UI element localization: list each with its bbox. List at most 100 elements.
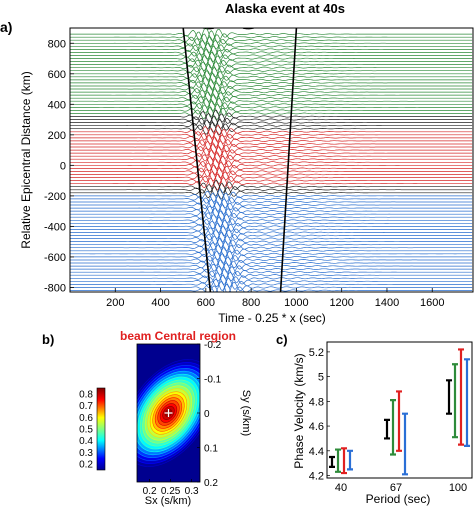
seismogram-trace — [70, 63, 473, 78]
panel-c-y-axis: 5.2 5 4.8 4.6 4.4 4.2 — [309, 347, 330, 483]
seismogram-trace — [70, 192, 473, 207]
panel-a-x-axis: 200 400 600 800 1000 1200 1400 1600 — [106, 288, 444, 309]
y-tick-label: 0 — [204, 409, 210, 420]
y-tick-label: 4.4 — [309, 446, 324, 458]
y-tick-label: 400 — [48, 99, 66, 111]
phase-velocity-errorbar — [402, 412, 408, 476]
beam-contours — [137, 359, 200, 467]
phase-velocity-errorbar — [335, 448, 341, 473]
seismogram-trace — [70, 51, 473, 66]
seismogram-trace — [70, 42, 473, 56]
phase-velocity-errorbar — [329, 455, 335, 468]
panel-c-frame — [326, 341, 473, 479]
seismogram-trace — [70, 256, 473, 270]
y-tick-label: 5 — [318, 372, 324, 384]
x-tick-label: 1200 — [329, 297, 353, 309]
seismogram-trace — [70, 161, 473, 176]
seismogram-trace — [70, 134, 473, 149]
x-tick-label: 1400 — [375, 297, 399, 309]
y-tick-label: 0.1 — [204, 444, 218, 455]
y-tick-label: 4.2 — [309, 471, 324, 483]
seismogram-trace — [70, 241, 473, 255]
seismogram-trace — [70, 247, 473, 261]
seismogram-trace — [70, 72, 473, 87]
seismogram-trace — [70, 195, 473, 209]
seismogram-trace — [70, 253, 473, 267]
seismogram-trace — [70, 225, 473, 240]
seismogram-trace — [70, 103, 473, 118]
phase-velocity-errorbar — [390, 399, 396, 456]
panel-c-x-axis: 40 67 100 — [335, 482, 467, 494]
seismogram-trace — [70, 121, 473, 136]
x-tick-label: 600 — [197, 297, 215, 309]
colorbar-tick-label: 0.2 — [79, 460, 93, 471]
seismogram-trace — [70, 115, 473, 130]
panel-c-label: c) — [276, 332, 288, 347]
y-tick-label: -800 — [44, 282, 66, 294]
seismogram-trace — [70, 100, 473, 115]
panel-b-title: beam Central region — [120, 329, 236, 343]
x-tick-label: 0.3 — [185, 486, 199, 497]
colorbar — [96, 387, 106, 471]
seismogram-trace — [70, 173, 473, 188]
phase-velocity-errorbar — [464, 358, 470, 447]
seismogram-trace — [70, 219, 473, 234]
phase-velocity-errorbar — [347, 449, 353, 471]
x-tick-label: 1600 — [420, 297, 444, 309]
seismogram-trace — [70, 201, 473, 215]
x-tick-label: 200 — [106, 297, 124, 309]
seismogram-trace — [70, 182, 473, 197]
y-tick-label: -600 — [44, 252, 66, 264]
panel-a-x-label: Time - 0.25 * x (sec) — [218, 311, 326, 325]
seismogram-trace — [70, 198, 473, 212]
seismogram-trace — [70, 28, 473, 41]
panel-a: a) Alaska event at 40s 200 400 600 800 1000 1… — [0, 1, 474, 325]
window-end-line — [279, 28, 298, 292]
colorbar-tick-label: 0.7 — [79, 401, 93, 412]
seismogram-trace — [70, 109, 473, 124]
seismogram-trace — [70, 158, 473, 173]
y-tick-label: -0.2 — [204, 340, 222, 351]
x-tick-label: 800 — [242, 297, 260, 309]
seismogram-trace — [70, 238, 473, 252]
seismogram-trace — [70, 94, 473, 108]
seismogram-trace — [70, 179, 473, 194]
beam-peak-marker — [164, 409, 173, 417]
seismogram-trace — [70, 186, 473, 200]
seismogram-trace — [70, 259, 473, 273]
panel-b-y-axis: -0.2 -0.1 0 0.1 0.2 — [197, 340, 222, 489]
seismogram-trace — [70, 130, 473, 145]
seismogram-trace — [70, 235, 473, 249]
seismogram-trace — [70, 66, 473, 81]
y-tick-label: 600 — [48, 69, 66, 81]
y-tick-label: 800 — [48, 38, 66, 50]
x-tick-label: 67 — [390, 482, 402, 494]
seismogram-trace — [70, 45, 473, 60]
seismogram-trace — [70, 189, 473, 203]
y-tick-label: 0.2 — [204, 478, 218, 489]
seismogram-trace — [70, 231, 473, 245]
colorbar-tick-label: 0.8 — [79, 389, 93, 400]
seismogram-trace — [70, 204, 473, 218]
seismogram-trace — [70, 36, 473, 50]
panel-b-x-axis: 0.2 0.25 0.3 — [143, 479, 199, 497]
seismogram-trace — [70, 97, 473, 112]
seismogram-trace — [70, 222, 473, 237]
seismogram-trace — [70, 210, 473, 224]
y-tick-label: 4.6 — [309, 421, 324, 433]
seismogram-trace — [70, 54, 473, 69]
x-tick-label: 1000 — [284, 297, 308, 309]
seismogram-traces — [70, 28, 473, 292]
seismogram-trace — [70, 140, 473, 155]
seismogram-trace — [70, 61, 473, 75]
beam-trace — [70, 28, 473, 29]
panel-b-y-label: Sy (s/km) — [240, 390, 252, 436]
panel-b-x-label: Sx (s/km) — [145, 495, 191, 507]
seismogram-trace — [70, 39, 473, 54]
x-tick-label: 0.2 — [143, 486, 157, 497]
seismogram-trace — [70, 82, 473, 97]
seismogram-trace — [70, 155, 473, 170]
seismogram-trace — [70, 216, 473, 230]
y-tick-label: 5.2 — [309, 347, 324, 359]
